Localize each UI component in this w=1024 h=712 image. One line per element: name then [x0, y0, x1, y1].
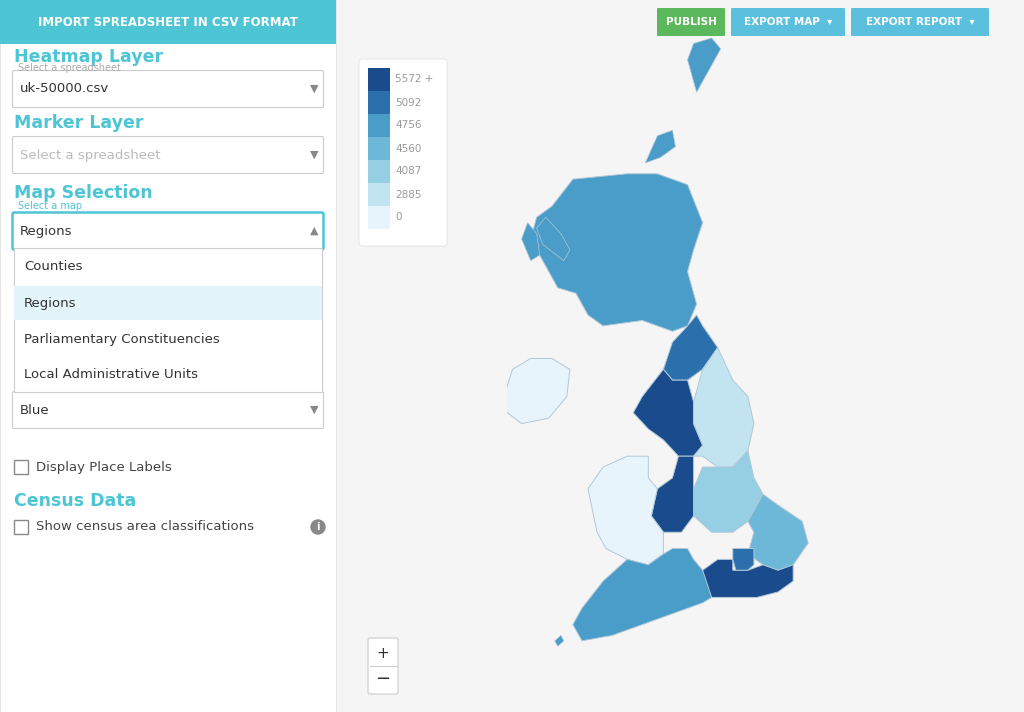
Bar [14, 460, 28, 474]
Text: uk-50000.csv: uk-50000.csv [20, 83, 110, 95]
Bar [368, 160, 390, 183]
Bar [14, 248, 322, 392]
Polygon shape [588, 456, 664, 565]
Polygon shape [572, 548, 712, 641]
Text: 4756: 4756 [395, 120, 422, 130]
Text: Select a spreadsheet: Select a spreadsheet [20, 149, 161, 162]
Text: IMPORT SPREADSHEET IN CSV FORMAT: IMPORT SPREADSHEET IN CSV FORMAT [38, 16, 298, 28]
Polygon shape [693, 560, 794, 597]
Polygon shape [537, 217, 570, 261]
Text: Census Data: Census Data [14, 492, 136, 510]
FancyBboxPatch shape [12, 137, 324, 174]
Text: 5092: 5092 [395, 98, 421, 108]
Text: Counties: Counties [24, 261, 83, 273]
Polygon shape [530, 174, 702, 331]
FancyBboxPatch shape [12, 392, 324, 429]
Bar [14, 286, 322, 320]
Text: −: − [376, 670, 390, 688]
FancyBboxPatch shape [731, 8, 845, 36]
Bar [368, 68, 390, 91]
FancyBboxPatch shape [368, 638, 398, 694]
Text: Blue: Blue [20, 404, 49, 417]
Text: EXPORT MAP  ▾: EXPORT MAP ▾ [743, 17, 833, 27]
Polygon shape [651, 456, 693, 533]
Text: Select a map: Select a map [18, 201, 82, 211]
Text: Heatmap Layer: Heatmap Layer [14, 48, 163, 66]
Bar [368, 91, 390, 114]
Polygon shape [664, 315, 718, 380]
Polygon shape [693, 451, 763, 533]
Circle shape [311, 520, 325, 534]
Bar [368, 206, 390, 229]
Polygon shape [733, 548, 754, 570]
Text: Display Place Labels: Display Place Labels [36, 461, 172, 473]
Text: +: + [377, 646, 389, 661]
Text: Parliamentary Constituencies: Parliamentary Constituencies [24, 333, 220, 345]
Text: Select a spreadsheet: Select a spreadsheet [18, 63, 121, 73]
Polygon shape [555, 635, 564, 646]
Bar [0, 0, 336, 712]
FancyBboxPatch shape [657, 8, 725, 36]
Polygon shape [633, 370, 702, 456]
Text: Show census area classifications: Show census area classifications [36, 520, 254, 533]
Bar [368, 137, 390, 160]
Polygon shape [687, 38, 721, 93]
Text: ▼: ▼ [309, 84, 318, 94]
FancyBboxPatch shape [851, 8, 989, 36]
Text: Local Administrative Units: Local Administrative Units [24, 369, 198, 382]
FancyBboxPatch shape [12, 70, 324, 108]
Text: ▲: ▲ [309, 226, 318, 236]
Bar [0, 0, 336, 44]
Polygon shape [748, 494, 808, 570]
Text: Regions: Regions [24, 296, 77, 310]
Text: 0: 0 [395, 212, 401, 222]
Text: 5572 +: 5572 + [395, 75, 433, 85]
Text: ▼: ▼ [309, 405, 318, 415]
Text: 4087: 4087 [395, 167, 421, 177]
Text: EXPORT REPORT  ▾: EXPORT REPORT ▾ [865, 17, 974, 27]
Polygon shape [693, 347, 754, 467]
Polygon shape [521, 223, 540, 261]
Text: 4560: 4560 [395, 144, 421, 154]
Bar [14, 520, 28, 534]
Bar [368, 183, 390, 206]
FancyBboxPatch shape [359, 59, 447, 246]
Text: ▼: ▼ [309, 150, 318, 160]
Text: Regions: Regions [20, 224, 73, 238]
Polygon shape [501, 358, 570, 424]
Text: 2885: 2885 [395, 189, 422, 199]
Polygon shape [645, 130, 676, 163]
FancyBboxPatch shape [12, 212, 324, 249]
Text: PUBLISH: PUBLISH [666, 17, 717, 27]
Bar [368, 114, 390, 137]
Text: Map Selection: Map Selection [14, 184, 153, 202]
Text: i: i [316, 522, 319, 532]
Text: Marker Layer: Marker Layer [14, 114, 143, 132]
